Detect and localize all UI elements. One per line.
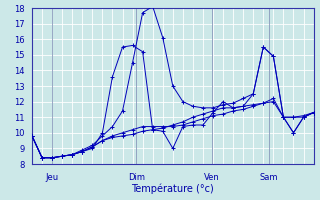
X-axis label: Température (°c): Température (°c) [132, 183, 214, 194]
